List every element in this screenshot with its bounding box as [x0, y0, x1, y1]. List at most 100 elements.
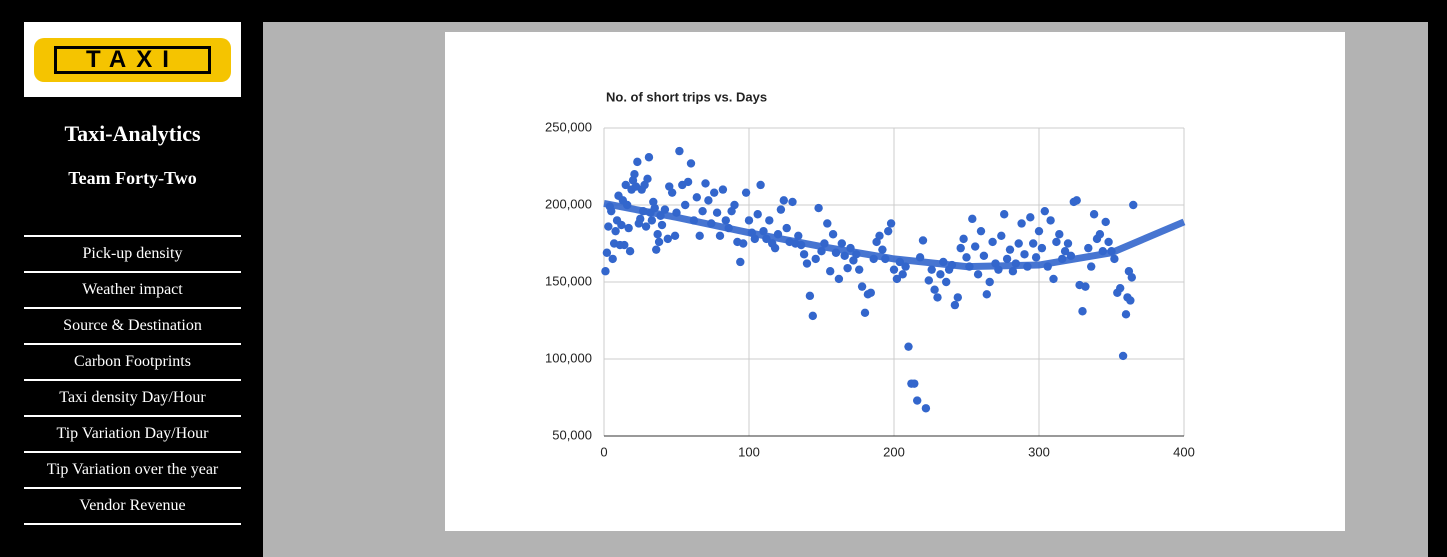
data-point	[652, 245, 661, 254]
data-point	[601, 267, 610, 276]
data-point	[633, 157, 642, 167]
data-point	[878, 245, 887, 254]
data-point	[1008, 267, 1018, 276]
data-point	[698, 206, 707, 216]
data-point	[869, 254, 878, 264]
data-point	[681, 200, 690, 210]
data-point	[657, 220, 667, 230]
data-point	[663, 234, 672, 244]
data-point	[736, 257, 745, 267]
data-point	[739, 239, 748, 248]
data-point	[1072, 196, 1081, 205]
nav-item[interactable]: Pick-up density	[24, 237, 241, 273]
data-point	[1063, 239, 1073, 248]
data-point	[1084, 243, 1093, 253]
nav-item[interactable]: Vendor Revenue	[24, 489, 241, 525]
data-point	[1011, 259, 1020, 268]
data-point	[753, 210, 762, 219]
nav-item[interactable]: Weather impact	[24, 273, 241, 309]
data-point	[654, 237, 664, 247]
data-point	[660, 205, 670, 214]
data-point	[910, 379, 919, 388]
data-point	[1116, 283, 1125, 293]
data-point	[947, 260, 957, 270]
data-point	[647, 216, 657, 225]
data-point	[670, 231, 680, 240]
data-point	[889, 265, 899, 274]
trendline	[603, 200, 1186, 271]
data-point	[959, 234, 968, 244]
data-point	[904, 342, 913, 351]
data-point	[805, 291, 815, 301]
data-point	[1127, 273, 1136, 282]
data-point	[641, 222, 651, 231]
data-point	[953, 293, 962, 302]
data-point	[1014, 239, 1023, 248]
data-point	[852, 250, 861, 259]
nav-item[interactable]: Carbon Footprints	[24, 345, 241, 381]
data-point	[1049, 274, 1058, 284]
data-point	[650, 203, 659, 213]
data-point	[936, 270, 945, 279]
data-point	[875, 231, 884, 240]
data-point	[695, 231, 704, 240]
data-point	[1037, 243, 1047, 253]
data-point	[886, 219, 896, 228]
data-point	[971, 242, 980, 251]
data-point	[898, 270, 907, 279]
x-tick-label: 400	[1173, 444, 1195, 459]
data-point	[744, 216, 754, 225]
data-point	[921, 404, 931, 413]
data-point	[1066, 251, 1076, 261]
data-point	[770, 243, 780, 253]
nav-item[interactable]: Tip Variation Day/Hour	[24, 417, 241, 453]
data-point	[689, 216, 699, 225]
data-point	[802, 259, 812, 268]
data-point	[1121, 310, 1131, 319]
data-point	[1005, 245, 1015, 254]
data-point	[644, 153, 654, 162]
data-point	[756, 180, 765, 190]
logo-text: TAXI	[54, 46, 211, 74]
data-point	[1017, 219, 1026, 228]
data-point	[1101, 217, 1110, 227]
data-point	[817, 247, 826, 256]
sidebar: TAXI Taxi-Analytics Team Forty-Two Pick-…	[0, 0, 262, 557]
data-point	[779, 196, 788, 205]
data-point	[846, 243, 855, 253]
nav-item[interactable]: Source & Destination	[24, 309, 241, 345]
data-point	[1040, 206, 1049, 216]
data-point	[715, 231, 725, 240]
logo-sign: TAXI	[34, 38, 231, 82]
data-point	[1046, 216, 1055, 225]
data-point	[602, 248, 612, 257]
chart-panel: No. of short trips vs. Days 50,000 100,00…	[445, 32, 1345, 531]
data-point	[750, 234, 759, 244]
data-point	[1078, 307, 1087, 316]
data-point	[1029, 239, 1038, 248]
data-point	[857, 282, 867, 291]
data-point	[956, 243, 965, 253]
data-point	[620, 240, 629, 250]
data-point	[962, 253, 971, 262]
data-point	[814, 203, 823, 213]
data-point	[1098, 247, 1107, 256]
app-title: Taxi-Analytics	[64, 121, 201, 146]
data-point	[730, 200, 739, 210]
data-point	[707, 219, 716, 228]
data-point	[1129, 200, 1138, 210]
data-point	[811, 254, 820, 264]
chart: No. of short trips vs. Days 50,000 100,00…	[545, 89, 1195, 459]
data-point	[982, 290, 991, 299]
data-point	[968, 214, 977, 224]
data-point	[913, 396, 922, 405]
data-point	[617, 220, 626, 230]
data-point	[724, 223, 733, 233]
data-point	[973, 270, 983, 279]
logo[interactable]: TAXI	[24, 22, 241, 97]
y-tick-label: 100,000	[545, 350, 592, 365]
data-point	[653, 230, 662, 239]
data-point	[762, 234, 771, 244]
nav-item[interactable]: Tip Variation over the year	[24, 453, 241, 489]
nav-item[interactable]: Taxi density Day/Hour	[24, 381, 241, 417]
